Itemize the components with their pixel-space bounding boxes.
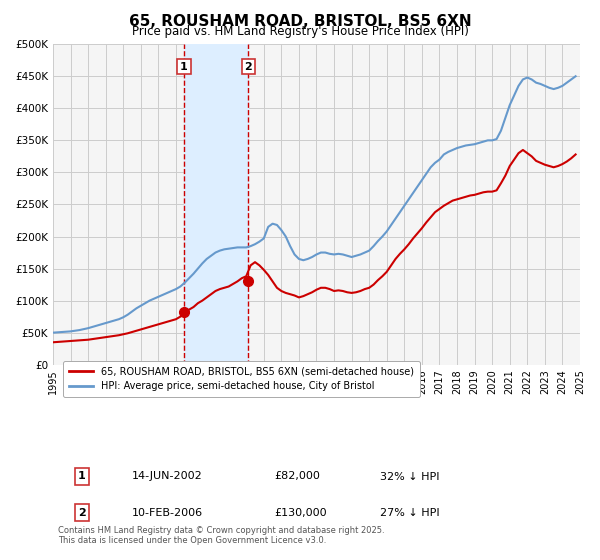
Text: £130,000: £130,000	[274, 507, 327, 517]
Text: 65, ROUSHAM ROAD, BRISTOL, BS5 6XN: 65, ROUSHAM ROAD, BRISTOL, BS5 6XN	[128, 14, 472, 29]
Text: 10-FEB-2006: 10-FEB-2006	[132, 507, 203, 517]
Text: Contains HM Land Registry data © Crown copyright and database right 2025.
This d: Contains HM Land Registry data © Crown c…	[58, 526, 385, 545]
Bar	[184, 44, 248, 365]
Text: 27% ↓ HPI: 27% ↓ HPI	[380, 507, 439, 517]
Text: 1: 1	[78, 472, 86, 482]
Legend: 65, ROUSHAM ROAD, BRISTOL, BS5 6XN (semi-detached house), HPI: Average price, se: 65, ROUSHAM ROAD, BRISTOL, BS5 6XN (semi…	[63, 361, 420, 397]
Text: 32% ↓ HPI: 32% ↓ HPI	[380, 472, 439, 482]
Text: 1: 1	[180, 62, 188, 72]
Text: 2: 2	[244, 62, 252, 72]
Text: 2: 2	[78, 507, 86, 517]
Text: £82,000: £82,000	[274, 472, 320, 482]
Text: 14-JUN-2002: 14-JUN-2002	[132, 472, 203, 482]
Text: Price paid vs. HM Land Registry's House Price Index (HPI): Price paid vs. HM Land Registry's House …	[131, 25, 469, 38]
